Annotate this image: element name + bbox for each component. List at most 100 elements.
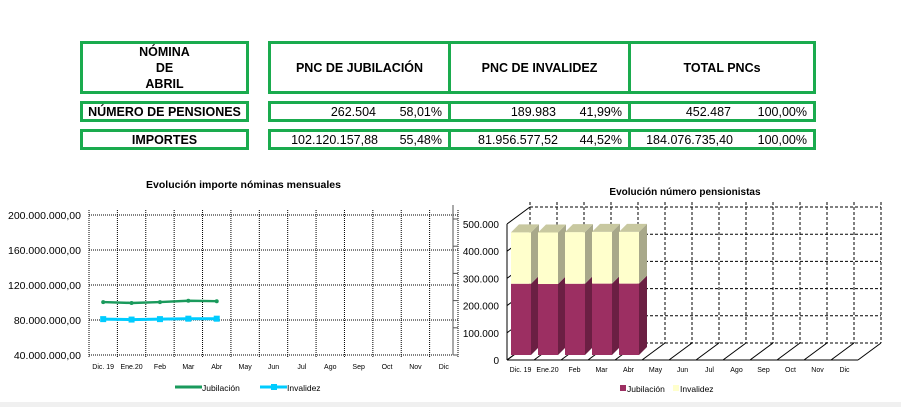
y-tick-label: 100.000 xyxy=(463,329,500,340)
bar-Jubilación xyxy=(592,283,612,355)
wall-line xyxy=(506,315,531,334)
row-label-pensiones: NÚMERO DE PENSIONES xyxy=(80,101,249,122)
bar-side xyxy=(558,224,566,285)
cell: 452.487 100,00% xyxy=(685,104,807,119)
x-tick-label: Oct xyxy=(785,367,796,374)
x-tick-label: Jun xyxy=(677,367,688,374)
corner-line: ABRIL xyxy=(145,76,184,91)
data-point xyxy=(129,300,134,305)
row-label-importes: IMPORTES xyxy=(80,129,249,150)
floor-line xyxy=(776,342,801,361)
x-tick-label: Sep xyxy=(352,364,365,371)
table-corner: NÓMINA DE ABRIL xyxy=(80,41,249,94)
cell: 189.983 41,99% xyxy=(510,104,622,119)
bar-Jubilación xyxy=(538,284,558,355)
series-line-Jubilación xyxy=(103,299,217,305)
chart-title: Evolución número pensionistas xyxy=(609,187,761,198)
bar-top xyxy=(511,224,539,233)
bottom-bar xyxy=(0,402,901,407)
x-tick-label: Mar xyxy=(595,367,608,374)
floor-line xyxy=(560,342,585,361)
x-tick-label: Sep xyxy=(757,367,770,374)
data-point xyxy=(186,298,191,303)
bar-top xyxy=(592,223,620,232)
bar-Invalidez xyxy=(619,231,639,284)
y-tick-label: 120.000.000,00 xyxy=(8,280,81,292)
floor-line xyxy=(803,342,828,361)
cell: 262.504 58,01% xyxy=(330,104,442,119)
bar-top xyxy=(619,223,647,232)
bar-side xyxy=(558,276,566,355)
bar-Invalidez xyxy=(592,231,612,284)
bar-side xyxy=(612,275,620,355)
x-tick-label: Nov xyxy=(811,367,824,374)
x-tick-label: Jun xyxy=(268,364,279,371)
floor-line xyxy=(641,342,666,361)
x-tick-label: Ago xyxy=(730,367,743,374)
legend-swatch xyxy=(673,385,679,391)
floor-line xyxy=(533,342,558,361)
bar-top xyxy=(565,224,593,233)
legend-label: Jubilación xyxy=(202,383,240,393)
bar-Invalidez xyxy=(538,232,558,285)
chart-title: Evolución importe nóminas mensuales xyxy=(146,179,341,191)
data-point xyxy=(157,300,162,305)
floor-line xyxy=(614,342,639,361)
bar-top xyxy=(538,224,566,233)
x-tick-label: Dic xyxy=(839,367,850,374)
wall-line xyxy=(506,288,531,307)
x-tick-label: Abr xyxy=(623,367,635,374)
header-jubilacion: PNC DE JUBILACIÓN xyxy=(295,60,424,75)
y-tick-label: 200.000.000,00 xyxy=(8,210,81,222)
y-tick-label: 0 xyxy=(493,356,499,367)
bar-Invalidez xyxy=(511,232,531,284)
wall-line xyxy=(506,233,531,252)
legend-label: Jubilación xyxy=(627,384,665,394)
row-pensiones: 262.504 58,01% 189.983 41,99% 452.487 100,0… xyxy=(268,101,816,122)
y-tick-label: 40.000.000,00 xyxy=(14,350,81,362)
bar-side xyxy=(531,224,539,284)
x-tick-label: Feb xyxy=(568,367,580,374)
row-importes: 102.120.157,88 55,48% 81.956.577,52 44,52%… xyxy=(268,129,816,150)
data-point xyxy=(100,316,107,323)
y-tick-label: 400.000 xyxy=(463,247,500,258)
x-tick-label: Feb xyxy=(154,364,166,371)
legend-swatch xyxy=(620,385,626,391)
wall-line xyxy=(506,260,531,279)
x-tick-label: Dic. 19 xyxy=(510,367,532,374)
wall-line xyxy=(506,342,531,361)
floor-line xyxy=(722,342,747,361)
x-tick-label: May xyxy=(649,367,663,374)
bar-Jubilación xyxy=(619,283,639,355)
cell: 81.956.577,52 44,52% xyxy=(478,132,622,147)
data-point xyxy=(213,315,220,322)
corner-line: DE xyxy=(155,60,174,75)
y-tick-label: 80.000.000,00 xyxy=(14,315,81,327)
bar-side xyxy=(585,224,593,284)
data-point xyxy=(214,299,219,304)
data-point xyxy=(156,316,163,323)
bar-Jubilación xyxy=(511,283,531,355)
floor-line xyxy=(506,342,531,361)
bar-side xyxy=(531,275,539,355)
wall-line xyxy=(506,206,531,225)
x-tick-label: Ene.20 xyxy=(120,364,142,371)
bar-side xyxy=(639,223,647,284)
x-tick-label: Abr xyxy=(211,364,223,371)
data-point xyxy=(185,315,192,322)
corner-line: NÓMINA xyxy=(139,44,190,59)
bar-Invalidez xyxy=(565,232,585,284)
x-tick-label: Ago xyxy=(324,364,337,371)
y-tick-label: 160.000.000,00 xyxy=(8,245,81,257)
data-point xyxy=(101,300,106,305)
y-tick-label: 500.000 xyxy=(463,220,500,231)
bar-side xyxy=(612,223,620,284)
floor-line xyxy=(749,342,774,361)
cell: 102.120.157,88 55,48% xyxy=(291,132,442,147)
floor-line xyxy=(830,342,855,361)
floor-line xyxy=(668,342,693,361)
x-tick-label: Jul xyxy=(297,364,306,371)
legend-label: Invalidez xyxy=(680,384,714,394)
x-tick-label: Dic. 19 xyxy=(92,364,114,371)
data-point xyxy=(128,316,135,323)
